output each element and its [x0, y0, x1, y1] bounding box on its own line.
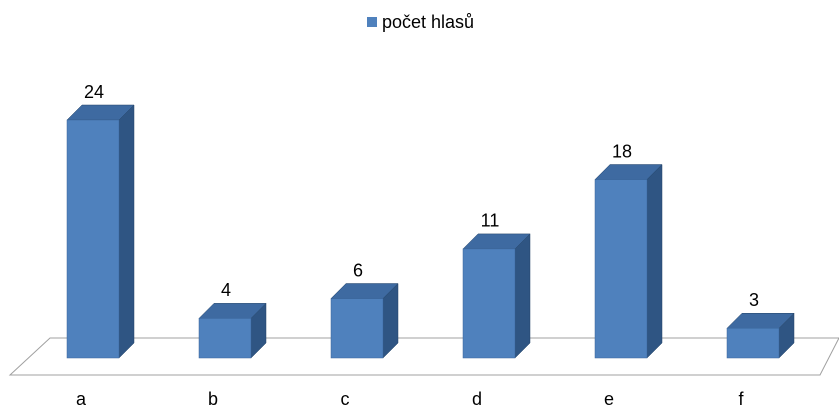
- bar-side: [646, 163, 663, 359]
- x-tick-label: b: [208, 389, 218, 409]
- floor: [8, 337, 839, 376]
- data-label: 11: [481, 211, 500, 231]
- data-label: 18: [612, 141, 632, 161]
- data-label: 24: [84, 82, 104, 102]
- x-tick-label: f: [738, 389, 744, 409]
- bar: [594, 179, 648, 359]
- x-tick-label: c: [341, 389, 350, 409]
- bar: [198, 318, 252, 359]
- bar-side: [118, 104, 135, 359]
- x-tick-label: a: [76, 389, 87, 409]
- data-label: 3: [749, 290, 759, 310]
- bar-side: [514, 233, 531, 359]
- bar: [66, 119, 120, 359]
- x-tick-label: e: [604, 389, 614, 409]
- data-label: 6: [353, 260, 363, 280]
- bar: [726, 328, 780, 359]
- legend-swatch: [367, 17, 377, 27]
- bar: [462, 248, 516, 359]
- x-tick-label: d: [472, 389, 482, 409]
- legend-label: počet hlasů: [382, 12, 474, 32]
- bar: [330, 298, 384, 359]
- data-label: 4: [221, 280, 231, 300]
